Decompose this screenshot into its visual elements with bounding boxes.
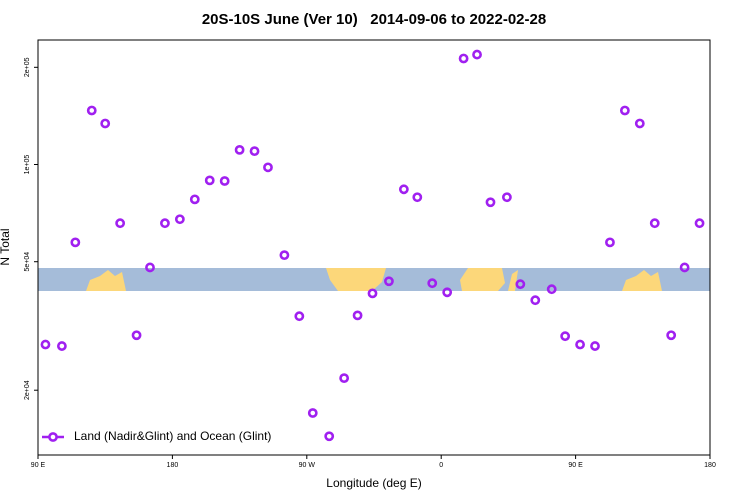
x-axis-label: Longitude (deg E) <box>326 476 421 490</box>
y-tick-label: 2e+04 <box>24 380 31 400</box>
data-point <box>634 118 645 129</box>
data-point <box>294 311 305 322</box>
data-point <box>100 118 111 129</box>
data-point <box>619 105 630 116</box>
data-point <box>219 176 230 186</box>
data-point <box>515 279 526 290</box>
data-point <box>367 288 378 299</box>
legend-marker <box>48 432 58 442</box>
x-tick-label: 90 E <box>31 462 46 469</box>
data-point <box>427 278 438 289</box>
data-point <box>412 192 423 203</box>
data-point <box>575 339 585 350</box>
data-point <box>472 49 482 60</box>
y-tick-label: 2e+05 <box>24 57 31 77</box>
x-tick-label: 0 <box>439 462 443 469</box>
data-point <box>234 144 245 155</box>
y-axis-label: N Total <box>0 228 12 265</box>
data-point <box>131 330 142 341</box>
data-point <box>307 408 318 418</box>
x-tick-label: 180 <box>704 462 716 469</box>
data-point <box>694 218 705 229</box>
data-point <box>605 237 615 248</box>
data-point <box>189 194 200 205</box>
data-point <box>115 218 126 229</box>
y-tick-label: 5e+04 <box>24 252 31 272</box>
data-point <box>590 341 600 351</box>
x-tick-label: 180 <box>167 462 179 469</box>
chart-title: 20S-10S June (Ver 10) 2014-09-06 to 2022… <box>202 11 546 28</box>
data-point <box>398 184 409 195</box>
data-point <box>70 237 81 248</box>
x-tick-label: 90 E <box>568 462 583 469</box>
data-point <box>86 105 97 116</box>
data-point <box>666 330 677 341</box>
data-point <box>458 53 469 64</box>
data-point <box>485 197 496 208</box>
data-point <box>649 218 660 229</box>
plot-frame <box>37 39 711 456</box>
map-band <box>38 268 710 291</box>
y-tick-label: 1e+05 <box>24 155 31 175</box>
data-point <box>546 284 557 295</box>
data-point <box>560 331 571 342</box>
data-point <box>279 250 290 261</box>
data-point <box>263 162 273 173</box>
data-point <box>40 339 51 350</box>
data-point <box>160 218 170 229</box>
data-point <box>56 341 67 351</box>
x-tick-label: 90 W <box>299 462 316 469</box>
data-point <box>502 192 512 203</box>
data-point <box>204 175 215 186</box>
data-point <box>679 262 690 273</box>
data-point <box>352 310 363 321</box>
data-point <box>530 295 541 306</box>
data-point <box>384 276 394 287</box>
data-point <box>324 431 335 442</box>
data-point <box>442 287 453 298</box>
data-point <box>249 146 260 157</box>
data-point <box>339 373 350 384</box>
data-point <box>174 214 185 225</box>
legend-label: Land (Nadir&Glint) and Ocean (Glint) <box>74 429 271 443</box>
data-point <box>145 262 155 273</box>
